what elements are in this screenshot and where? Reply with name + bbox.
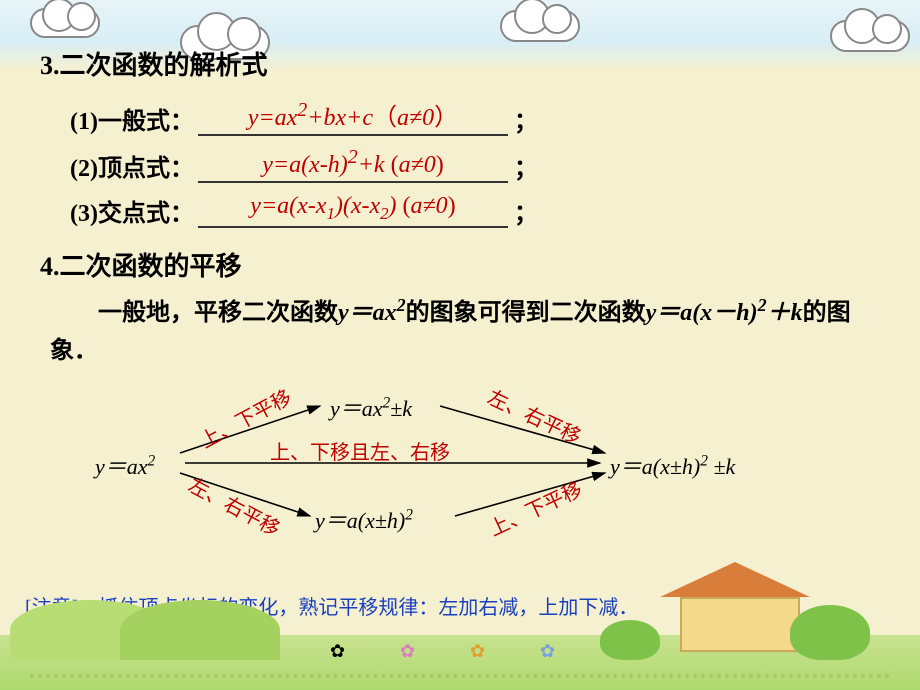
bush-icon <box>790 605 870 660</box>
item-label: (3)交点式： <box>70 193 194 228</box>
punct: ； <box>514 193 538 228</box>
diagram-node-left: y＝ax2 <box>95 449 155 481</box>
diagram-node-right: y＝a(x±h)2 ±k <box>610 449 735 481</box>
para-text: 一般地，平移二次函数 <box>50 300 338 326</box>
diagram-node-top: y＝ax2±k <box>330 391 412 423</box>
inline-eq: y＝ax2 <box>338 300 406 326</box>
path-dots <box>30 674 890 678</box>
inline-eq: y＝a(x－h)2＋k <box>646 300 803 326</box>
para-text: 的图象可得到二次函数 <box>406 300 646 326</box>
diagram-node-bottom: y＝a(x±h)2 <box>315 503 413 535</box>
blank-vertex-form: y=a(x-h)2+k (a≠0) <box>198 146 508 183</box>
item-label: (1)一般式： <box>70 101 194 136</box>
slide-content: 3.二次函数的解析式 (1)一般式： y=ax2+bx+c（a≠0） ； (2)… <box>40 45 880 541</box>
section-4-title: 4.二次函数的平移 <box>40 246 880 283</box>
blank-intercept-form: y=a(x-x1)(x-x2) (a≠0) <box>198 193 508 228</box>
item-vertex-form: (2)顶点式： y=a(x-h)2+k (a≠0) ； <box>70 146 880 183</box>
cloud-icon <box>30 8 100 38</box>
flower-icon: ✿ <box>330 641 345 662</box>
section-3-title: 3.二次函数的解析式 <box>40 45 880 82</box>
edge-label-mid: 上、下移且左、右移 <box>270 436 450 465</box>
hill-icon <box>120 600 280 660</box>
flower-icon: ✿ <box>540 641 555 662</box>
section-4-paragraph: 一般地，平移二次函数y＝ax2的图象可得到二次函数y＝a(x－h)2＋k的图象． <box>50 291 880 371</box>
punct: ； <box>514 101 538 136</box>
item-general-form: (1)一般式： y=ax2+bx+c（a≠0） ； <box>70 97 880 136</box>
translation-diagram: y＝ax2 y＝ax2±k y＝a(x±h)2 y＝a(x±h)2 ±k 上、下… <box>40 381 880 541</box>
flower-icon: ✿ <box>400 641 415 662</box>
item-intercept-form: (3)交点式： y=a(x-x1)(x-x2) (a≠0) ； <box>70 193 880 228</box>
cloud-icon <box>500 10 580 42</box>
punct: ； <box>514 148 538 183</box>
house-roof-icon <box>660 562 810 597</box>
flower-icon: ✿ <box>470 641 485 662</box>
blank-general-form: y=ax2+bx+c（a≠0） <box>198 97 508 136</box>
house-icon <box>680 597 800 652</box>
item-label: (2)顶点式： <box>70 148 194 183</box>
bush-icon <box>600 620 660 660</box>
